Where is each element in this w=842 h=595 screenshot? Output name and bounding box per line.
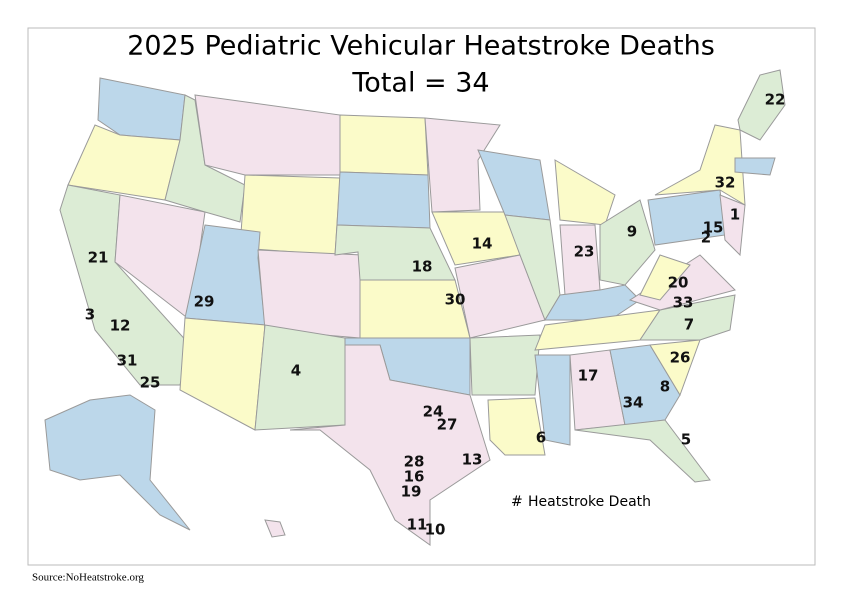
us-map bbox=[44, 69, 786, 546]
death-label: 17 bbox=[578, 367, 599, 385]
death-label: 26 bbox=[670, 349, 691, 367]
death-label: 22 bbox=[765, 91, 786, 109]
death-label: 32 bbox=[715, 174, 736, 192]
death-label: 2 bbox=[701, 229, 711, 247]
death-label: 8 bbox=[660, 378, 670, 396]
death-label: 30 bbox=[445, 291, 466, 309]
death-label: 24 bbox=[423, 403, 444, 421]
legend-text: Heatstroke Death bbox=[528, 494, 651, 510]
death-label: 33 bbox=[673, 294, 694, 312]
death-label: 27 bbox=[437, 416, 458, 434]
legend-symbol: # bbox=[511, 494, 523, 510]
death-label: 9 bbox=[627, 223, 637, 241]
death-label: 31 bbox=[117, 352, 138, 370]
death-label: 18 bbox=[412, 258, 433, 276]
map-subtitle: Total = 34 bbox=[351, 68, 489, 99]
death-label: 4 bbox=[291, 362, 301, 380]
source: Source:NoHeatstroke.org bbox=[32, 572, 144, 584]
map-title: 2025 Pediatric Vehicular Heatstroke Deat… bbox=[127, 31, 715, 62]
death-label: 15 bbox=[703, 219, 724, 237]
death-label: 6 bbox=[536, 429, 546, 447]
death-label: 10 bbox=[425, 521, 446, 539]
death-label: 25 bbox=[140, 374, 161, 392]
death-label: 12 bbox=[110, 317, 131, 335]
death-label: 19 bbox=[401, 483, 422, 501]
death-label: 5 bbox=[681, 431, 691, 449]
death-label: 21 bbox=[88, 249, 109, 267]
death-label: 28 bbox=[404, 453, 425, 471]
death-label: 29 bbox=[194, 293, 215, 311]
death-label: 1 bbox=[730, 206, 740, 224]
death-label: 34 bbox=[623, 394, 644, 412]
death-label: 11 bbox=[407, 516, 428, 534]
death-label: 13 bbox=[462, 451, 483, 469]
death-label: 3 bbox=[85, 306, 95, 324]
death-label: 7 bbox=[684, 316, 694, 334]
death-label: 23 bbox=[574, 243, 595, 261]
death-label: 16 bbox=[404, 468, 425, 486]
death-label: 20 bbox=[668, 274, 689, 292]
death-label: 14 bbox=[472, 235, 493, 253]
